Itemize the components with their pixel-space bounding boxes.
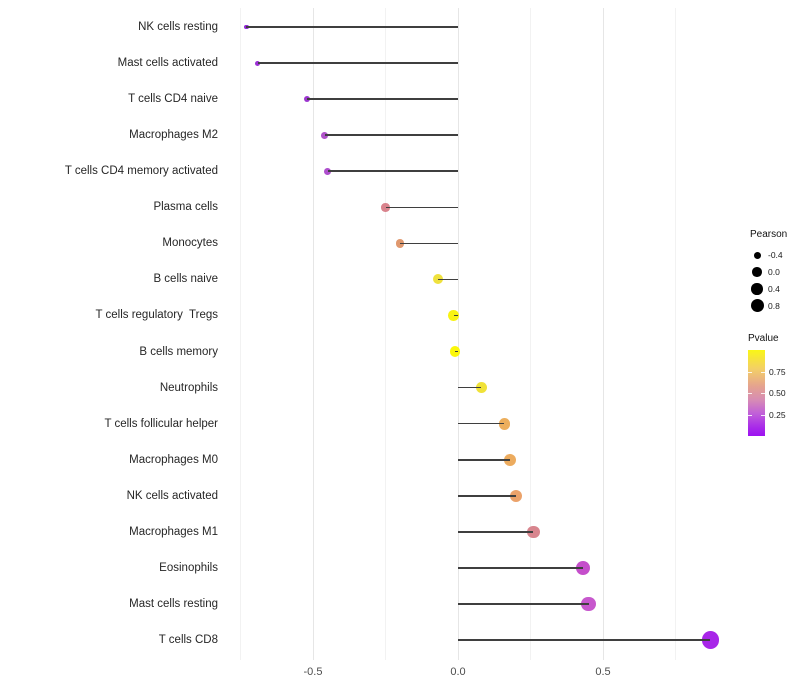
x-tick-label: -0.5 <box>303 666 323 678</box>
gridline-major <box>457 8 459 660</box>
legend-size-label: -0.4 <box>768 250 783 260</box>
pvalue-colorbar <box>748 350 765 436</box>
y-axis-label: Neutrophils <box>159 381 218 394</box>
legend-pvalue-title: Pvalue <box>748 333 779 344</box>
lollipop-segment <box>458 567 583 569</box>
lollipop-dot <box>448 310 459 321</box>
colorbar-tick-right <box>761 393 765 394</box>
y-axis-label: Eosinophils <box>159 561 218 574</box>
gridline-minor <box>240 8 241 660</box>
gridline-major <box>602 8 604 660</box>
y-axis-label: Macrophages M2 <box>129 129 218 142</box>
lollipop-segment <box>257 62 458 64</box>
legend-pearson-title: Pearson <box>750 229 788 240</box>
colorbar-tick-left <box>748 393 752 394</box>
colorbar-tick-right <box>761 414 765 416</box>
colorbar-tick-label: 0.25 <box>769 409 786 420</box>
legend-pearson-entry: 0.0 <box>748 263 800 280</box>
lollipop-segment <box>458 639 711 641</box>
lollipop-dot <box>324 167 331 175</box>
legend-size-dot-icon <box>750 299 764 313</box>
lollipop-segment <box>307 98 458 100</box>
lollipop-dot <box>381 203 390 212</box>
lollipop-dot <box>475 382 487 394</box>
x-tick-label: 0.5 <box>595 666 611 678</box>
legend-size-label: 0.4 <box>768 283 780 294</box>
y-axis-label: Mast cells resting <box>129 597 218 610</box>
lollipop-segment <box>437 278 458 281</box>
colorbar-tick-label: 0.75 <box>769 366 786 377</box>
colorbar-tick-label: 0.50 <box>769 388 786 398</box>
y-axis-label: Plasma cells <box>153 201 218 214</box>
gridline-minor <box>385 8 386 660</box>
legend-pearson-entry: 0.4 <box>748 280 800 297</box>
legend-size-dot-icon <box>752 267 762 277</box>
y-axis-label: B cells naive <box>153 273 218 286</box>
lollipop-dot <box>395 238 405 248</box>
lollipop-segment <box>400 242 458 245</box>
y-axis-label: NK cells resting <box>138 21 218 33</box>
lollipop-dot <box>498 417 511 430</box>
legend-size-label: 0.8 <box>768 300 780 311</box>
lollipop-segment <box>458 494 516 497</box>
y-axis-label: Mast cells activated <box>117 57 218 70</box>
lollipop-segment <box>453 314 458 317</box>
lollipop-dot <box>504 453 517 466</box>
gridline-major <box>312 8 314 660</box>
lollipop-dot <box>449 346 461 357</box>
colorbar-tick-left <box>748 414 752 416</box>
lollipop-dot <box>527 525 540 539</box>
y-axis-label: T cells CD4 memory activated <box>64 165 218 178</box>
lollipop-dot <box>321 131 328 139</box>
colorbar-tick-left <box>748 371 752 373</box>
lollipop-segment <box>385 206 458 209</box>
lollipop-segment <box>327 170 458 173</box>
lollipop-segment <box>246 26 458 28</box>
lollipop-segment <box>324 134 458 136</box>
x-tick-label: 0.0 <box>450 666 466 678</box>
lollipop-segment <box>458 531 534 533</box>
lollipop-segment <box>458 458 511 461</box>
legend-pearson-entry: 0.8 <box>748 297 800 314</box>
gridline-minor <box>675 8 676 660</box>
legend-pearson-entry: -0.4 <box>748 247 800 264</box>
y-axis-label: Monocytes <box>162 237 218 250</box>
y-axis-label: NK cells activated <box>126 489 218 502</box>
colorbar-tick-right <box>761 371 765 373</box>
lollipop-segment <box>455 350 458 353</box>
lollipop-segment <box>458 422 505 425</box>
gridline-minor <box>530 8 531 660</box>
y-axis-label: T cells CD4 naive <box>128 93 218 106</box>
lollipop-segment <box>458 603 589 605</box>
lollipop-segment <box>458 386 482 389</box>
y-axis-label: Macrophages M1 <box>129 525 218 538</box>
y-axis-label: T cells regulatory Tregs <box>95 309 218 322</box>
y-axis-label: T cells follicular helper <box>104 417 218 430</box>
legend-size-dot-icon <box>753 251 761 259</box>
legend-size-dot-icon <box>751 283 763 295</box>
y-axis-label: Macrophages M0 <box>129 453 218 466</box>
legend-size-label: 0.0 <box>768 266 780 277</box>
y-axis-label: T cells CD8 <box>158 634 218 647</box>
y-axis-label: B cells memory <box>139 345 218 358</box>
